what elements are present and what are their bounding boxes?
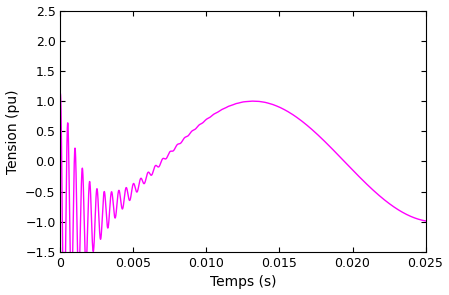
X-axis label: Temps (s): Temps (s): [210, 276, 276, 289]
Y-axis label: Tension (pu): Tension (pu): [5, 89, 20, 173]
